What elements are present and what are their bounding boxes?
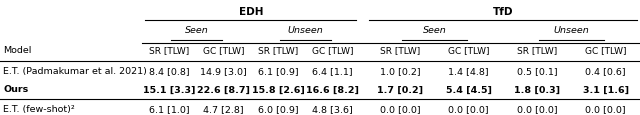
Text: SR [TLW]: SR [TLW]: [149, 46, 189, 55]
Text: 3.1 [1.6]: 3.1 [1.6]: [582, 85, 629, 94]
Text: 6.4 [1.1]: 6.4 [1.1]: [312, 66, 353, 75]
Text: 15.1 [3.3]: 15.1 [3.3]: [143, 85, 196, 94]
Text: 4.7 [2.8]: 4.7 [2.8]: [204, 104, 244, 113]
Text: SR [TLW]: SR [TLW]: [517, 46, 557, 55]
Text: 1.4 [4.8]: 1.4 [4.8]: [449, 66, 489, 75]
Text: Unseen: Unseen: [554, 26, 589, 35]
Text: TfD: TfD: [493, 7, 513, 17]
Text: Model: Model: [3, 46, 31, 55]
Text: 8.4 [0.8]: 8.4 [0.8]: [149, 66, 189, 75]
Text: 0.0 [0.0]: 0.0 [0.0]: [380, 104, 420, 113]
Text: 4.8 [3.6]: 4.8 [3.6]: [312, 104, 353, 113]
Text: 0.0 [0.0]: 0.0 [0.0]: [517, 104, 557, 113]
Text: 0.4 [0.6]: 0.4 [0.6]: [586, 66, 626, 75]
Text: 6.1 [1.0]: 6.1 [1.0]: [149, 104, 189, 113]
Text: Ours: Ours: [3, 85, 28, 94]
Text: E.T. (few-shot)²: E.T. (few-shot)²: [3, 104, 75, 113]
Text: GC [TLW]: GC [TLW]: [585, 46, 627, 55]
Text: SR [TLW]: SR [TLW]: [380, 46, 420, 55]
Text: Seen: Seen: [184, 26, 209, 35]
Text: 15.8 [2.6]: 15.8 [2.6]: [252, 85, 305, 94]
Text: GC [TLW]: GC [TLW]: [312, 46, 353, 55]
Text: 6.1 [0.9]: 6.1 [0.9]: [258, 66, 298, 75]
Text: EDH: EDH: [239, 7, 263, 17]
Text: 0.0 [0.0]: 0.0 [0.0]: [586, 104, 626, 113]
Text: 1.0 [0.2]: 1.0 [0.2]: [380, 66, 420, 75]
Text: 5.4 [4.5]: 5.4 [4.5]: [446, 85, 492, 94]
Text: Unseen: Unseen: [287, 26, 323, 35]
Text: SR [TLW]: SR [TLW]: [258, 46, 298, 55]
Text: 1.7 [0.2]: 1.7 [0.2]: [377, 85, 424, 94]
Text: 0.5 [0.1]: 0.5 [0.1]: [517, 66, 557, 75]
Text: GC [TLW]: GC [TLW]: [448, 46, 490, 55]
Text: 6.0 [0.9]: 6.0 [0.9]: [258, 104, 298, 113]
Text: 22.6 [8.7]: 22.6 [8.7]: [197, 85, 250, 94]
Text: GC [TLW]: GC [TLW]: [203, 46, 244, 55]
Text: 0.0 [0.0]: 0.0 [0.0]: [449, 104, 489, 113]
Text: E.T. (Padmakumar et al. 2021): E.T. (Padmakumar et al. 2021): [3, 66, 147, 75]
Text: Seen: Seen: [422, 26, 447, 35]
Text: 14.9 [3.0]: 14.9 [3.0]: [200, 66, 247, 75]
Text: 16.6 [8.2]: 16.6 [8.2]: [306, 85, 359, 94]
Text: 1.8 [0.3]: 1.8 [0.3]: [514, 85, 561, 94]
